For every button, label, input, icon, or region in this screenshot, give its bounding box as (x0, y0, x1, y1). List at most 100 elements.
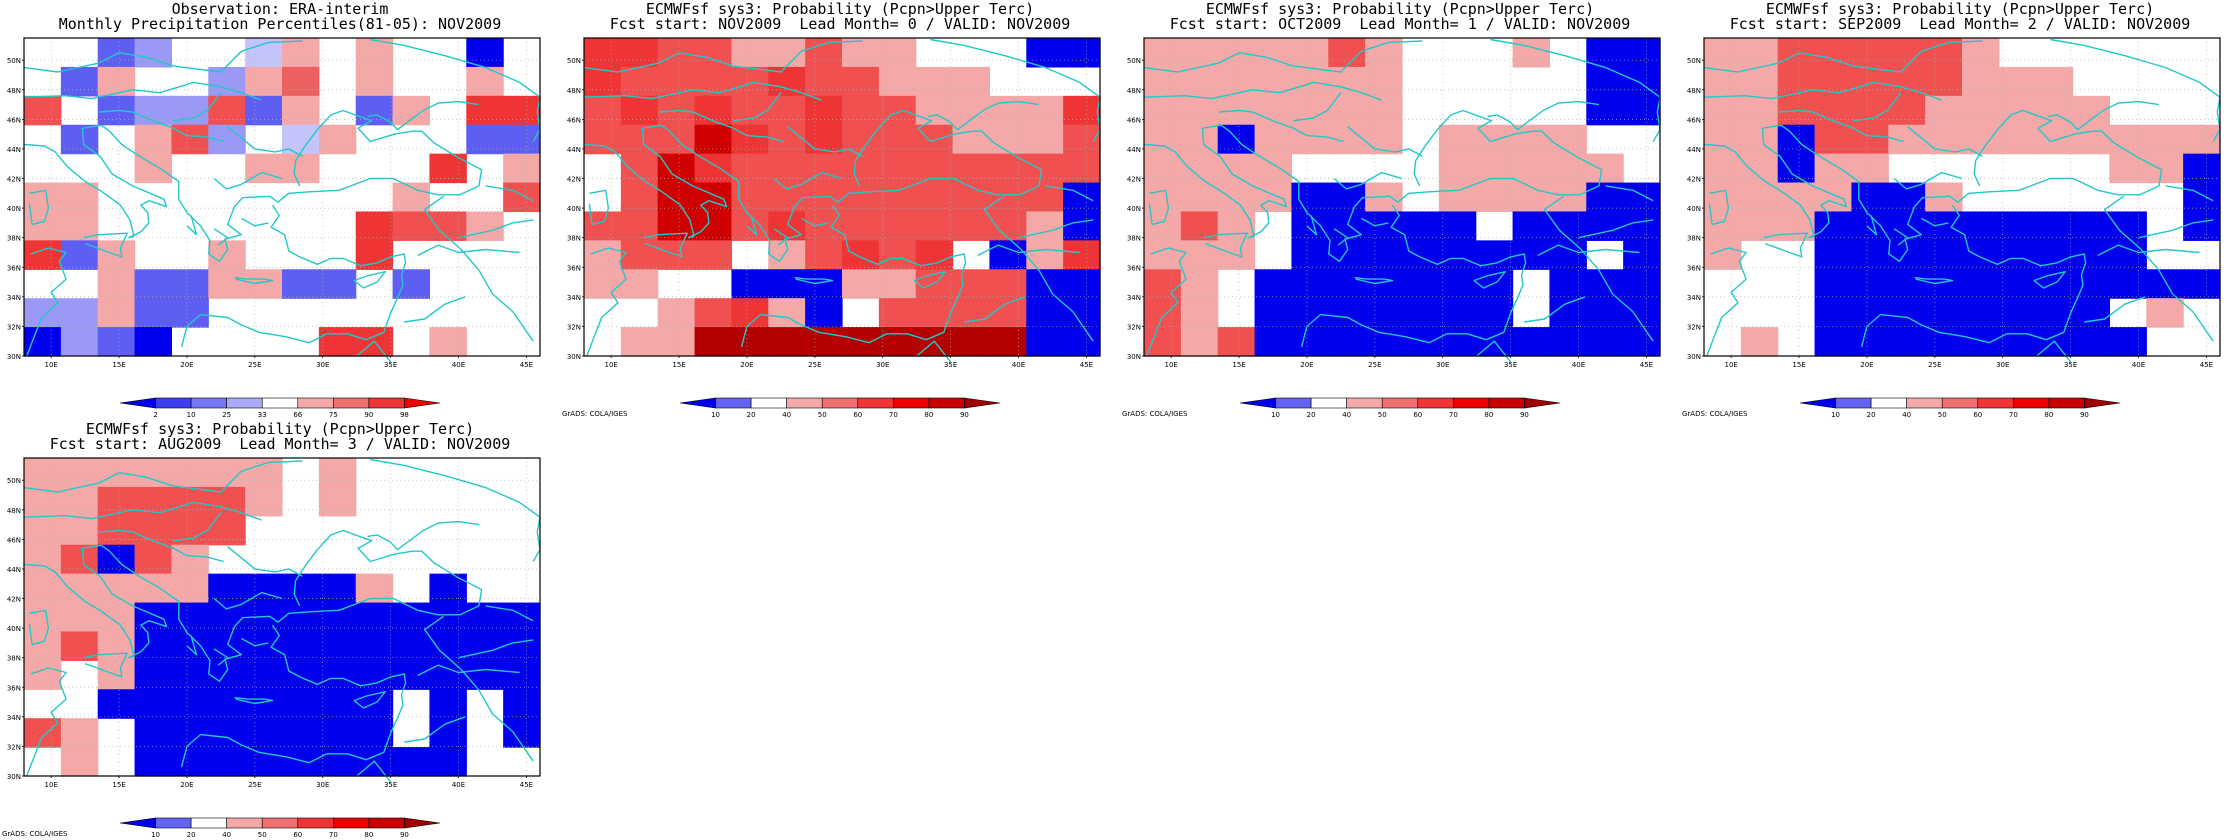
precip-cell (1586, 153, 1624, 184)
precip-cell (282, 631, 320, 661)
lat-tick-label: 46N (7, 536, 21, 544)
precip-cell (282, 38, 320, 68)
precip-cell (2072, 211, 2111, 241)
coastline (458, 219, 534, 239)
precip-cell (2146, 153, 2184, 184)
precip-cell (318, 573, 357, 604)
precip-cell (620, 182, 659, 213)
coastline (1490, 38, 1661, 142)
coastline (404, 716, 466, 743)
precip-cell (1291, 124, 1329, 155)
map-panel-3: 30N 32N 34N 36N 38N 40N 42N 44N 46N 48N 50N 10E 15E 2… (1120, 0, 1680, 420)
precip-cell (245, 66, 283, 97)
precip-cell (134, 747, 173, 777)
coastline (356, 340, 392, 363)
precip-cell (1026, 124, 1064, 155)
map-panel-2: 30N 32N 34N 36N 38N 40N 42N 44N 46N 48N 50N 10E 15E 2… (560, 0, 1120, 420)
lat-tick-label: 34N (567, 294, 581, 302)
graticule (1704, 38, 2220, 357)
colorbar-label: 40 (222, 831, 231, 839)
precip-cell (657, 298, 696, 328)
precip-cell (171, 458, 209, 488)
precip-cell (1438, 298, 1477, 328)
precip-cell (1144, 153, 1182, 184)
coastline (234, 276, 274, 285)
precip-cell (1851, 153, 1889, 184)
precip-cell (1814, 298, 1853, 328)
precip-cell (97, 66, 136, 97)
colorbar-label: 60 (853, 411, 862, 419)
lon-tick-label: 15E (112, 361, 125, 369)
precip-cell (134, 458, 173, 488)
precip-cell (584, 38, 622, 68)
precip-cell (1328, 269, 1366, 299)
precip-cell (171, 124, 209, 155)
precip-cell (878, 269, 917, 299)
precip-cell (60, 327, 99, 357)
precip-cell (208, 515, 246, 546)
precip-cell (1512, 327, 1551, 357)
precip-cell (60, 544, 99, 575)
precip-cell (1217, 38, 1256, 68)
panel-title: ECMWFsf sys3: Probability (Pcpn>Upper Te… (560, 2, 1120, 32)
precip-cell (952, 153, 991, 184)
precip-cell (1549, 327, 1587, 357)
coastline (240, 637, 269, 647)
colorbar-swatch (1524, 397, 1561, 409)
coastlines (583, 38, 1101, 363)
precip-cell (694, 38, 733, 68)
lat-tick-label: 38N (1687, 235, 1701, 243)
lat-tick-label: 30N (1687, 353, 1701, 361)
precip-cell (60, 240, 99, 270)
precip-cell (24, 458, 62, 488)
map-panel-1: 30N 32N 34N 36N 38N 40N 42N 44N 46N 48N 50N 10E 15E 2… (0, 0, 560, 420)
coastline (733, 92, 782, 122)
precip-cell (1586, 298, 1624, 328)
precip-cell (1291, 269, 1329, 299)
precip-cell (24, 515, 62, 546)
precip-cell (584, 240, 622, 270)
precip-cell (318, 660, 357, 690)
lat-tick-label: 32N (7, 323, 21, 331)
colorbar-swatch (821, 397, 859, 409)
precip-cell (318, 269, 357, 299)
precip-cell (24, 327, 62, 357)
colorbar-swatch (368, 397, 405, 409)
precip-cell (2109, 240, 2147, 270)
coastline (2097, 244, 2200, 257)
precip-cell (24, 298, 62, 328)
colorbar-label: 70 (2009, 411, 2018, 419)
precip-cell (1623, 327, 1661, 357)
precip-cell (1814, 182, 1853, 213)
precip-cell (1438, 124, 1477, 155)
coastline (2050, 38, 2221, 142)
lon-tick-label: 40E (1012, 361, 1025, 369)
precip-cell (1623, 298, 1661, 328)
coastline (234, 696, 274, 705)
lon-tick-label: 25E (1928, 361, 1941, 369)
precip-cell (1962, 95, 2000, 126)
precip-cell (878, 66, 917, 97)
precip-cell (1063, 95, 1101, 126)
colorbar-label: 50 (258, 831, 267, 839)
lat-tick-label: 42N (567, 176, 581, 184)
coastline (983, 195, 1094, 342)
grads-credit: GrADS: COLA/IGES (1122, 410, 1188, 418)
precip-cell (1254, 298, 1293, 328)
precip-cell (952, 298, 991, 328)
colorbar-label: 60 (1973, 411, 1982, 419)
coastline (643, 232, 688, 258)
precip-cell (1063, 211, 1101, 241)
precip-cell (134, 689, 173, 719)
precip-cell (318, 747, 357, 777)
precip-cell (805, 211, 843, 241)
precip-cell (282, 747, 320, 777)
precip-cell (466, 631, 504, 661)
coastline (977, 244, 1080, 257)
colorbar-label: 60 (293, 831, 302, 839)
colorbar-swatch (1799, 397, 1836, 409)
precip-cell (282, 689, 320, 719)
precip-cell (1777, 38, 1816, 68)
coastline (353, 691, 386, 709)
map-panel-5: 30N 32N 34N 36N 38N 40N 42N 44N 46N 48N 50N 10E 15E 2… (0, 420, 560, 840)
